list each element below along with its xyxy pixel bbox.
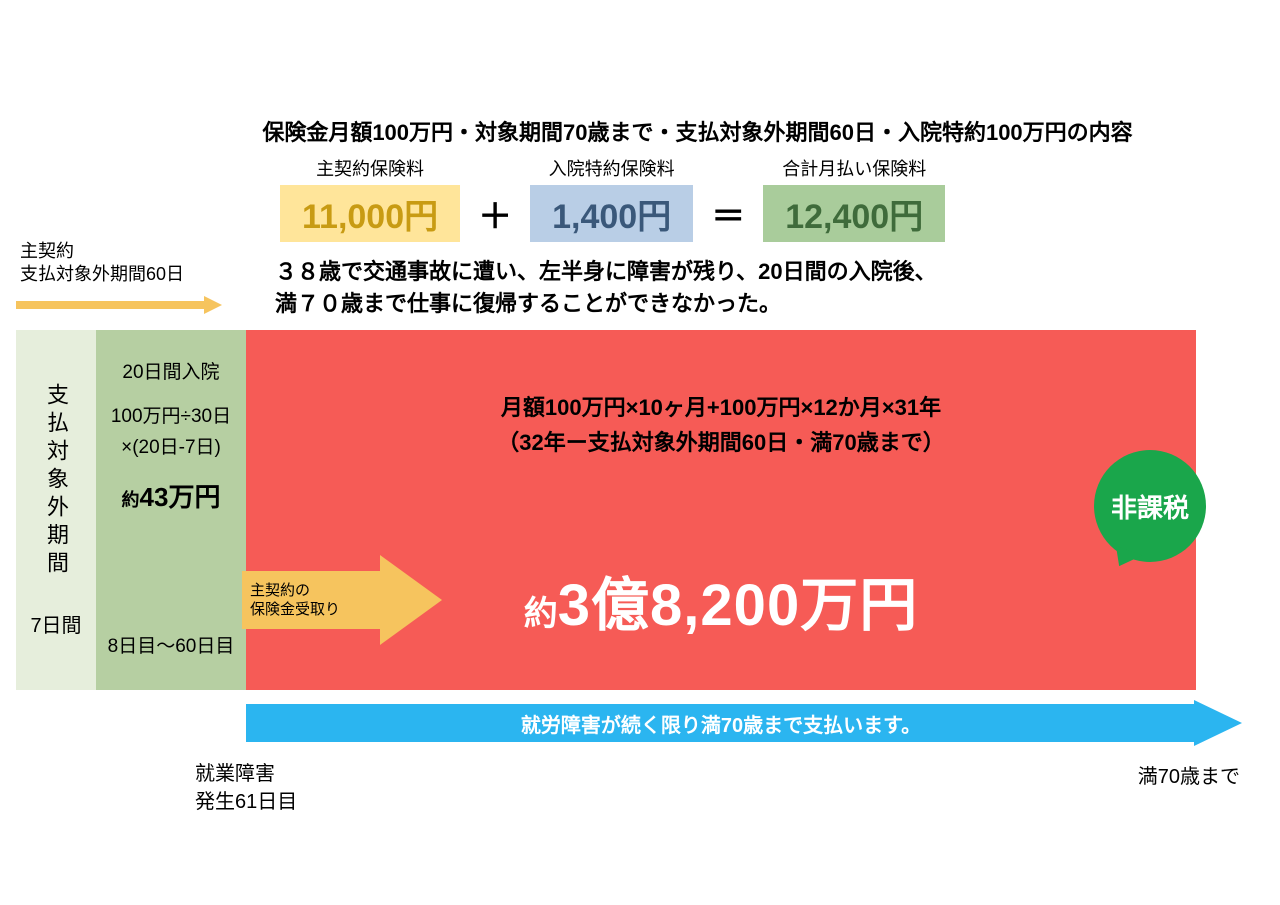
col2-range: 8日目～60日目 <box>108 632 235 662</box>
arrow-head-icon <box>204 296 222 314</box>
left-header-line2: 支払対象外期間60日 <box>20 263 184 286</box>
premium-rider-label: 入院特約保険料 <box>549 155 675 181</box>
timeline: 支払対象外期間 7日間 20日間入院 100万円÷30日 ×(20日-7日) 約… <box>16 330 1196 690</box>
page-title: 保険金月額100万円・対象期間70歳まで・支払対象外期間60日・入院特約100万… <box>175 115 1220 147</box>
big-amount-main: 3億8,200万円 <box>558 573 918 638</box>
calc-line2: （32年ー支払対象外期間60日・満70歳まで） <box>246 425 1196 460</box>
col2-hosp: 20日間入院 <box>122 358 219 388</box>
col2-amount: 約43万円 <box>122 477 221 519</box>
label-age70: 満70歳まで <box>1138 760 1240 789</box>
premium-total: 合計月払い保険料 12,400円 <box>763 155 945 242</box>
label61-2: 発生61日目 <box>195 788 297 816</box>
col1-bottom: 7日間 <box>30 609 81 638</box>
premium-main-value: 11,000円 <box>280 185 460 242</box>
timeline-col-waiting: 支払対象外期間 7日間 <box>16 330 96 690</box>
col1-vertical-text: 支払対象外期間 <box>40 383 72 579</box>
big-amount-pre: 約 <box>524 595 558 633</box>
timeline-col-main: 月額100万円×10ヶ月+100万円×12か月×31年 （32年ー支払対象外期間… <box>246 330 1196 690</box>
yellow-arrow-small <box>16 296 226 314</box>
premium-total-label: 合計月払い保険料 <box>782 155 926 181</box>
label61-1: 就業障害 <box>195 760 297 788</box>
calc-line1: 月額100万円×10ヶ月+100万円×12か月×31年 <box>246 390 1196 425</box>
premium-rider-value: 1,400円 <box>530 185 693 242</box>
left-header: 主契約 支払対象外期間60日 <box>20 240 184 287</box>
calc-lines: 月額100万円×10ヶ月+100万円×12か月×31年 （32年ー支払対象外期間… <box>246 390 1196 460</box>
arrow-shaft <box>16 301 206 309</box>
infographic-root: 保険金月額100万円・対象期間70歳まで・支払対象外期間60日・入院特約100万… <box>0 0 1280 905</box>
blue-arrow-head-icon <box>1194 700 1242 746</box>
tax-free-bubble: 非課税 <box>1094 450 1206 562</box>
premium-main-label: 主契約保険料 <box>316 155 424 181</box>
equals-sign: ＝ <box>711 189 745 242</box>
scenario-line2: 満７０歳まで仕事に復帰することができなかった。 <box>275 288 1240 320</box>
premium-total-value: 12,400円 <box>763 185 945 242</box>
col2-amt-val: 43万円 <box>140 482 221 512</box>
plus-sign: ＋ <box>478 189 512 242</box>
label-day61: 就業障害 発生61日目 <box>195 760 297 816</box>
big-amount: 約3億8,200万円 <box>246 558 1196 642</box>
blue-arrow-text: 就労障害が続く限り満70歳まで支払います。 <box>246 704 1196 742</box>
scenario-line1: ３８歳で交通事故に遭い、左半身に障害が残り、20日間の入院後、 <box>275 256 1240 288</box>
premium-row: 主契約保険料 11,000円 ＋ 入院特約保険料 1,400円 ＝ 合計月払い保… <box>280 155 945 242</box>
col2-calc2: ×(20日-7日) <box>121 433 221 463</box>
col2-calc1: 100万円÷30日 <box>111 402 231 432</box>
col2-about: 約 <box>122 490 140 510</box>
left-header-line1: 主契約 <box>20 240 184 263</box>
scenario-text: ３８歳で交通事故に遭い、左半身に障害が残り、20日間の入院後、 満７０歳まで仕事… <box>275 256 1240 320</box>
timeline-col-hospital: 20日間入院 100万円÷30日 ×(20日-7日) 約43万円 8日目～60日… <box>96 330 246 690</box>
premium-main: 主契約保険料 11,000円 <box>280 155 460 242</box>
premium-rider: 入院特約保険料 1,400円 <box>530 155 693 242</box>
blue-arrow: 就労障害が続く限り満70歳まで支払います。 <box>246 700 1251 746</box>
